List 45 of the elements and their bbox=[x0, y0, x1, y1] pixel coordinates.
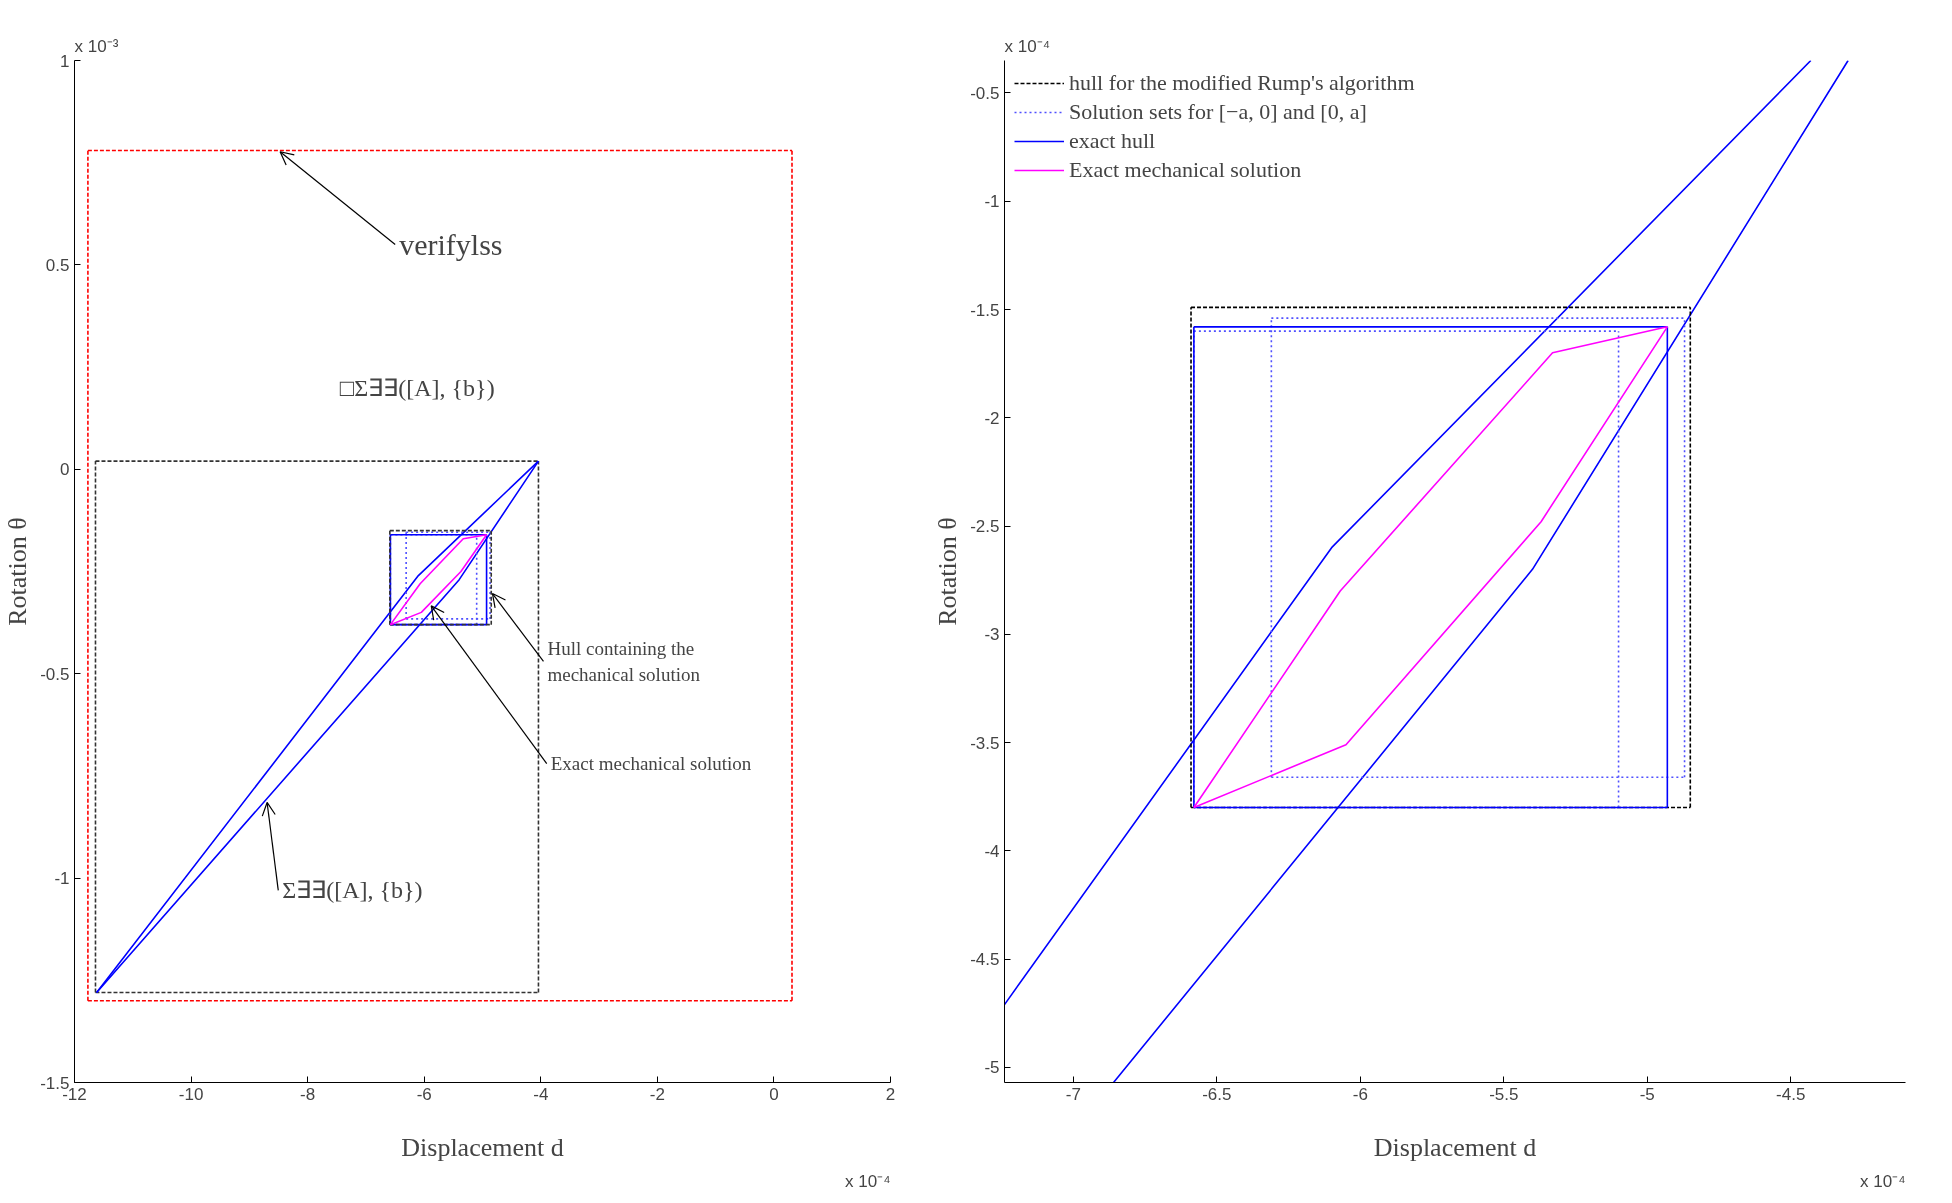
x-tick-label: -6 bbox=[416, 1084, 432, 1104]
x-tick-label: -4.5 bbox=[1776, 1084, 1806, 1104]
text: x 10⁻⁴ bbox=[1004, 36, 1050, 56]
x-tick-label: -4 bbox=[533, 1084, 549, 1104]
legend-label: exact hull bbox=[1069, 128, 1156, 154]
annotation: Σ∃∃([A], {b}) bbox=[282, 877, 423, 904]
y-tick-label: -1.5 bbox=[970, 300, 1000, 320]
y-tick-label: -4 bbox=[984, 841, 1000, 861]
y-tick-label: 0 bbox=[60, 460, 70, 480]
y-tick-label: -5 bbox=[984, 1058, 1000, 1078]
text: x 10⁻⁴ bbox=[845, 1171, 891, 1191]
x-tick-label: -8 bbox=[300, 1084, 316, 1104]
y-axis-title: Rotation θ bbox=[3, 517, 33, 626]
y-tick-label: -1 bbox=[984, 192, 1000, 212]
x-axis-title: Displacement d bbox=[401, 1132, 564, 1162]
y-axis-title: Rotation θ bbox=[933, 517, 963, 626]
y-tick-label: -1 bbox=[54, 869, 70, 889]
x-tick-label: -5 bbox=[1639, 1084, 1655, 1104]
annotation: Hull containing the mechanical solution bbox=[547, 638, 701, 685]
y-tick-label: -2.5 bbox=[970, 517, 1000, 537]
y-tick-label: 0.5 bbox=[45, 255, 70, 275]
x-tick-label: 2 bbox=[885, 1084, 896, 1104]
y-tick-label: -3.5 bbox=[970, 733, 1000, 753]
legend-label: Exact mechanical solution bbox=[1069, 157, 1302, 183]
legend-label: hull for the modified Rump's algorithm bbox=[1069, 70, 1415, 96]
x-tick-label: 0 bbox=[769, 1084, 779, 1104]
x-axis-title: Displacement d bbox=[1373, 1132, 1537, 1162]
y-tick-label: -2 bbox=[984, 408, 1000, 428]
y-tick-label: -0.5 bbox=[970, 83, 1000, 103]
text: x 10⁻⁴ bbox=[1860, 1171, 1906, 1191]
text: x 10⁻³ bbox=[74, 36, 119, 56]
y-tick-label: -4.5 bbox=[970, 950, 1000, 970]
y-tick-label: 1 bbox=[60, 51, 70, 71]
y-tick-label: -0.5 bbox=[40, 664, 70, 684]
annotation: verifylss bbox=[399, 227, 503, 261]
x-tick-label: -10 bbox=[178, 1084, 204, 1104]
x-tick-label: -5.5 bbox=[1489, 1084, 1519, 1104]
x-tick-label: -7 bbox=[1065, 1084, 1081, 1104]
legend-label: Solution sets for [−a, 0] and [0, a] bbox=[1069, 99, 1367, 125]
x-tick-label: -6.5 bbox=[1202, 1084, 1232, 1104]
y-tick-label: -3 bbox=[984, 625, 1000, 645]
x-tick-label: -2 bbox=[649, 1084, 665, 1104]
annotation: □Σ∃∃([A], {b}) bbox=[339, 374, 495, 401]
annotation: Exact mechanical solution bbox=[550, 753, 752, 775]
x-tick-label: -6 bbox=[1352, 1084, 1368, 1104]
